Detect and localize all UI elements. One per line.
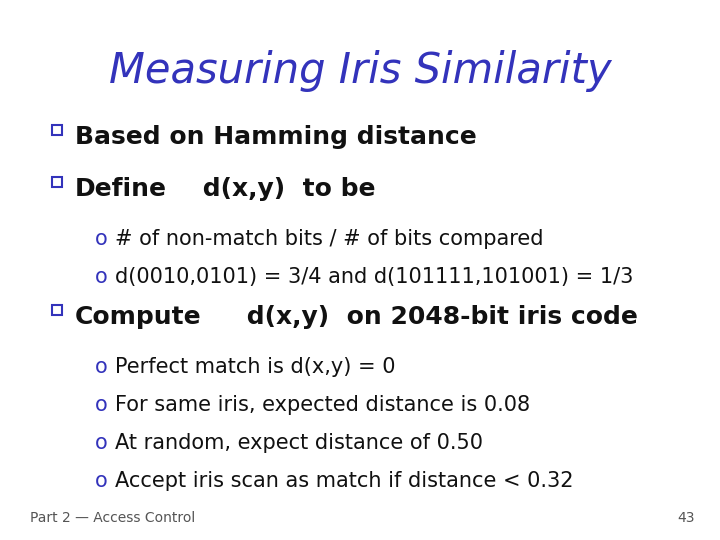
FancyBboxPatch shape	[52, 177, 62, 187]
Text: 43: 43	[678, 511, 695, 525]
Text: o: o	[95, 395, 108, 415]
FancyBboxPatch shape	[52, 125, 62, 135]
Text: Compute: Compute	[75, 305, 202, 329]
Text: # of non-match bits / # of bits compared: # of non-match bits / # of bits compared	[115, 229, 544, 249]
Text: For same iris, expected distance is 0.08: For same iris, expected distance is 0.08	[115, 395, 530, 415]
Text: Part 2 — Access Control: Part 2 — Access Control	[30, 511, 195, 525]
Text: d(x,y)  on 2048-bit iris code: d(x,y) on 2048-bit iris code	[238, 305, 638, 329]
Text: At random, expect distance of 0.50: At random, expect distance of 0.50	[115, 433, 483, 453]
Text: Based on Hamming distance: Based on Hamming distance	[75, 125, 477, 149]
FancyBboxPatch shape	[52, 305, 62, 315]
Text: o: o	[95, 471, 108, 491]
Text: Accept iris scan as match if distance < 0.32: Accept iris scan as match if distance < …	[115, 471, 574, 491]
Text: o: o	[95, 267, 108, 287]
Text: Define: Define	[75, 177, 167, 201]
Text: Perfect match is d(x,y) = 0: Perfect match is d(x,y) = 0	[115, 357, 395, 377]
Text: d(x,y)  to be: d(x,y) to be	[194, 177, 375, 201]
Text: o: o	[95, 229, 108, 249]
Text: o: o	[95, 357, 108, 377]
Text: Measuring Iris Similarity: Measuring Iris Similarity	[109, 50, 611, 92]
Text: o: o	[95, 433, 108, 453]
Text: d(0010,0101) = 3/4 and d(101111,101001) = 1/3: d(0010,0101) = 3/4 and d(101111,101001) …	[115, 267, 634, 287]
